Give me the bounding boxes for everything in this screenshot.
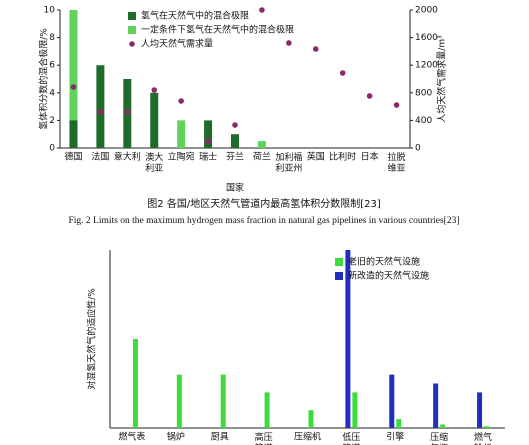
bar — [176, 374, 182, 428]
bar — [477, 392, 483, 428]
x-tick-label: 低压管道 — [342, 431, 360, 445]
x-tick-label: 澳大利亚 — [145, 151, 163, 174]
y-tick-label: 2 — [49, 116, 55, 126]
scatter-point — [124, 109, 131, 115]
bar — [96, 65, 105, 148]
legend-label: 老旧的天然气设施 — [348, 256, 420, 268]
x-tick-label: 锅炉 — [167, 431, 185, 443]
bar — [396, 419, 402, 428]
x-tick-label: 立陶宛 — [168, 151, 195, 163]
x-tick-label: 荷兰 — [253, 151, 271, 163]
y-tick-label: 10 — [44, 6, 56, 16]
x-tick-label: 燃气轮机 — [474, 431, 492, 445]
scatter-point — [205, 138, 211, 144]
scatter-point — [70, 84, 77, 90]
y-tick-label: 0 — [49, 144, 55, 154]
y2-tick-label: 1200 — [415, 61, 438, 71]
y2-tick-label: 0 — [415, 144, 421, 154]
legend-marker — [335, 272, 343, 280]
y2-tick-label: 400 — [415, 116, 432, 126]
y-axis-label: 氢体积分数的混合极限/% — [38, 28, 50, 130]
bar — [69, 120, 78, 148]
legend-label: 一定条件下氢气在天然气中的混合极限 — [141, 24, 294, 36]
bar — [345, 250, 351, 428]
x-tick-label: 引擎 — [386, 431, 404, 443]
y-tick-label: 8 — [49, 33, 55, 43]
y2-axis-label: 人均天然气需求量/m³ — [436, 35, 448, 123]
x-tick-label: 高压管道 — [255, 431, 273, 445]
x-tick-label: 瑞士 — [199, 151, 217, 163]
scatter-point — [366, 93, 373, 99]
x-tick-label: 意大利 — [114, 151, 141, 163]
y-tick-label: 4 — [49, 88, 55, 98]
legend-label: 氢气在天然气中的混合极限 — [141, 10, 249, 22]
x-tick-label: 芬兰 — [226, 151, 244, 163]
scatter-point — [393, 102, 400, 108]
caption-zh: 图2 各国/地区天然气管道内最高氢体积分数限制[23] — [147, 197, 381, 210]
x-tick-label: 压缩机 — [294, 431, 321, 443]
legend-marker — [335, 258, 343, 266]
bar — [389, 374, 395, 428]
legend-marker — [129, 41, 135, 47]
x-tick-label: 比利时 — [329, 151, 356, 163]
y-tick-label: 6 — [49, 61, 55, 71]
x-tick-label: 拉脱维亚 — [388, 151, 406, 174]
scatter-point — [312, 46, 319, 52]
x-tick-label: 英国 — [307, 151, 325, 163]
bar — [69, 10, 78, 148]
bar — [177, 120, 186, 148]
x-tick-label: 加利福利亚州 — [275, 151, 302, 174]
bar — [132, 339, 138, 428]
legend-marker — [128, 26, 136, 34]
y-axis-label: 对混氢天然气的适应性/% — [86, 288, 98, 390]
bar — [257, 141, 266, 148]
bar — [150, 92, 159, 148]
bar — [484, 426, 490, 428]
bar — [220, 374, 226, 428]
legend-label: 新改造的天然气设施 — [348, 270, 429, 282]
scatter-point — [286, 40, 292, 46]
bar — [231, 134, 239, 148]
scatter-point — [259, 7, 265, 13]
y2-tick-label: 2000 — [415, 6, 438, 16]
bar — [204, 120, 213, 148]
y2-tick-label: 1600 — [415, 33, 438, 43]
x-tick-label: 压缩气瓶 — [430, 431, 448, 445]
scatter-point — [151, 87, 158, 93]
scatter-point — [339, 70, 346, 76]
x-tick-label: 德国 — [64, 151, 82, 163]
caption-en: Fig. 2 Limits on the maximum hydrogen ma… — [68, 215, 459, 226]
x-tick-label: 厨具 — [211, 432, 229, 443]
x-tick-label: 日本 — [361, 151, 379, 163]
x-axis-label: 国家 — [226, 182, 244, 194]
y2-tick-label: 800 — [415, 88, 432, 98]
legend-marker — [128, 12, 136, 20]
legend-label: 人均天然气需求量 — [141, 38, 213, 50]
x-tick-label: 法国 — [91, 151, 109, 163]
bar — [352, 392, 358, 428]
bar — [440, 424, 446, 428]
bar — [308, 410, 314, 428]
scatter-point — [232, 122, 238, 128]
x-tick-label: 燃气表 — [118, 431, 145, 443]
scatter-point — [178, 98, 184, 104]
bar — [264, 392, 270, 428]
scatter-point — [97, 109, 104, 115]
bar — [433, 383, 439, 428]
